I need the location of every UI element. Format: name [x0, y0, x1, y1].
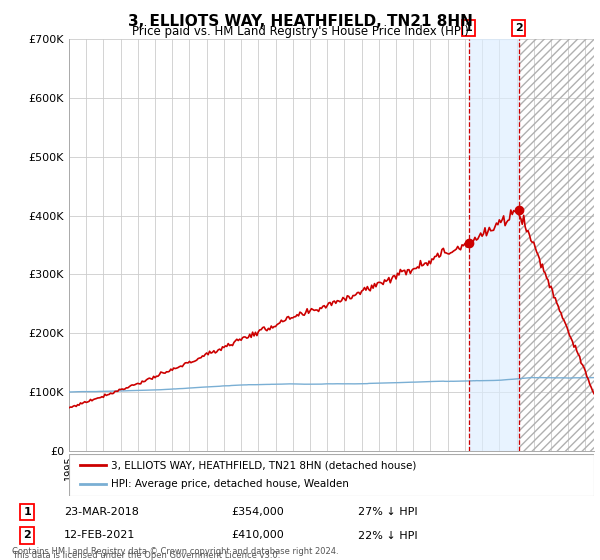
Text: Contains HM Land Registry data © Crown copyright and database right 2024.: Contains HM Land Registry data © Crown c… [12, 547, 338, 556]
Text: 3, ELLIOTS WAY, HEATHFIELD, TN21 8HN (detached house): 3, ELLIOTS WAY, HEATHFIELD, TN21 8HN (de… [111, 460, 416, 470]
Text: HPI: Average price, detached house, Wealden: HPI: Average price, detached house, Weal… [111, 479, 349, 489]
Bar [469, 39, 518, 451]
Text: 1: 1 [465, 23, 473, 33]
FancyBboxPatch shape [69, 454, 594, 496]
Text: £410,000: £410,000 [231, 530, 284, 540]
Text: Price paid vs. HM Land Registry's House Price Index (HPI): Price paid vs. HM Land Registry's House … [131, 25, 469, 38]
Text: 23-MAR-2018: 23-MAR-2018 [64, 507, 139, 517]
Text: 2: 2 [515, 23, 523, 33]
Text: 2: 2 [23, 530, 31, 540]
Text: 3, ELLIOTS WAY, HEATHFIELD, TN21 8HN: 3, ELLIOTS WAY, HEATHFIELD, TN21 8HN [128, 14, 472, 29]
Text: £354,000: £354,000 [231, 507, 284, 517]
Text: 12-FEB-2021: 12-FEB-2021 [64, 530, 135, 540]
Text: 22% ↓ HPI: 22% ↓ HPI [358, 530, 417, 540]
Bar [518, 39, 594, 451]
Text: 1: 1 [23, 507, 31, 517]
Text: This data is licensed under the Open Government Licence v3.0.: This data is licensed under the Open Gov… [12, 551, 280, 560]
Text: 27% ↓ HPI: 27% ↓ HPI [358, 507, 417, 517]
